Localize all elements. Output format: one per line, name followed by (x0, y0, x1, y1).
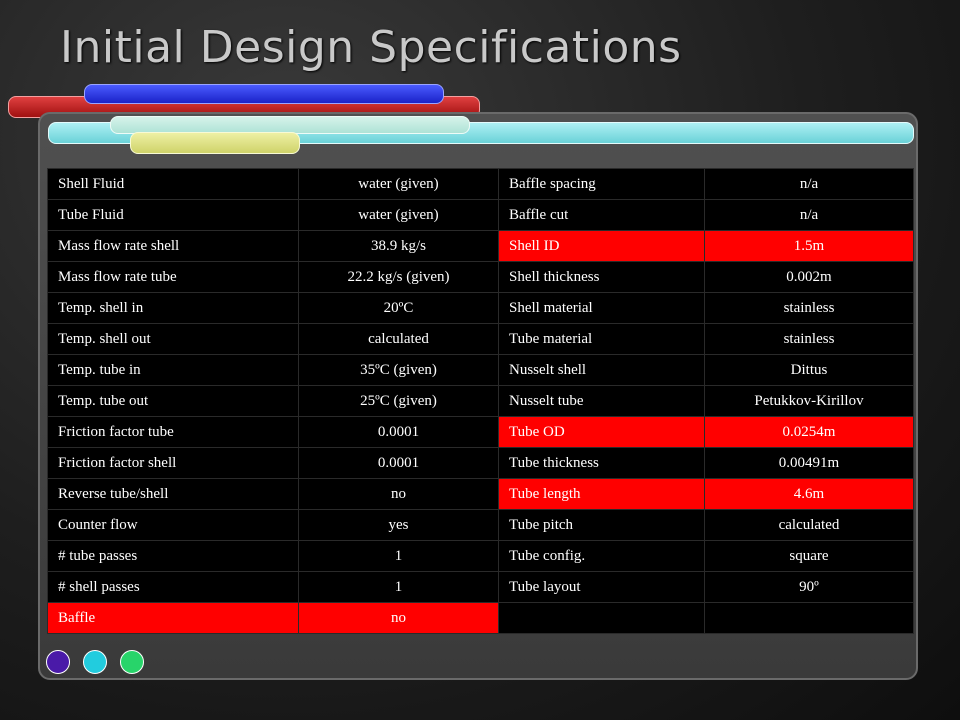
spec-value-cell: 35ºC (given) (298, 354, 499, 386)
spec-value-cell: 22.2 kg/s (given) (298, 261, 499, 293)
table-row: Temp. shell out calculated Tube material st… (47, 323, 914, 355)
spec-parameter-cell: Shell ID (498, 230, 705, 262)
table-row: Temp. tube in 35ºC (given) Nusselt shell Di… (47, 354, 914, 386)
spec-parameter-cell: Temp. shell in (47, 292, 299, 324)
specifications-table-body: Shell Fluid water (given) Baffle spacing n/… (47, 168, 914, 634)
table-row: Counter flow yes Tube pitch calculated (47, 509, 914, 541)
spec-parameter-cell: Mass flow rate shell (47, 230, 299, 262)
spec-value-cell: 0.0001 (298, 416, 499, 448)
spec-value-cell: 1 (298, 571, 499, 603)
cyan-circle-icon (83, 650, 107, 674)
spec-parameter-cell: Shell Fluid (47, 168, 299, 200)
spec-parameter-cell: Baffle cut (498, 199, 705, 231)
spec-value-cell: stainless (704, 292, 914, 324)
spec-parameter-cell: # shell passes (47, 571, 299, 603)
spec-parameter-cell: Shell material (498, 292, 705, 324)
table-row: Mass flow rate tube 22.2 kg/s (given) Shel… (47, 261, 914, 293)
spec-parameter-cell: # tube passes (47, 540, 299, 572)
spec-value-cell: 20ºC (298, 292, 499, 324)
table-row: Reverse tube/shell no Tube length 4.6m (47, 478, 914, 510)
spec-parameter-cell: Temp. tube out (47, 385, 299, 417)
decorative-yellow-bar (130, 132, 300, 154)
spec-parameter-cell: Mass flow rate tube (47, 261, 299, 293)
table-row: Friction factor shell 0.0001 Tube thicknes… (47, 447, 914, 479)
spec-parameter-cell: Nusselt tube (498, 385, 705, 417)
spec-value-cell: 4.6m (704, 478, 914, 510)
table-row: Shell Fluid water (given) Baffle spacing n/… (47, 168, 914, 200)
purple-circle-icon (46, 650, 70, 674)
spec-value-cell: water (given) (298, 168, 499, 200)
spec-value-cell: water (given) (298, 199, 499, 231)
spec-parameter-cell: Baffle (47, 602, 299, 634)
spec-parameter-cell: Temp. tube in (47, 354, 299, 386)
table-row: Temp. tube out 25ºC (given) Nusselt tube Pe… (47, 385, 914, 417)
spec-value-cell: n/a (704, 199, 914, 231)
spec-parameter-cell: Tube material (498, 323, 705, 355)
table-row: Baffle no (47, 602, 914, 634)
spec-parameter-cell: Tube layout (498, 571, 705, 603)
table-row: Temp. shell in 20ºC Shell material stainles… (47, 292, 914, 324)
table-row: # tube passes 1 Tube config. square (47, 540, 914, 572)
spec-parameter-cell: Tube Fluid (47, 199, 299, 231)
spec-value-cell: 0.0254m (704, 416, 914, 448)
spec-value-cell: Petukkov-Kirillov (704, 385, 914, 417)
spec-parameter-cell: Friction factor tube (47, 416, 299, 448)
spec-value-cell: 90º (704, 571, 914, 603)
spec-value-cell: calculated (704, 509, 914, 541)
spec-parameter-cell: Tube pitch (498, 509, 705, 541)
spec-value-cell: no (298, 478, 499, 510)
spec-value-cell: 1.5m (704, 230, 914, 262)
page-title: Initial Design Specifications (60, 22, 682, 73)
spec-parameter-cell: Tube OD (498, 416, 705, 448)
decorative-blue-bar (84, 84, 444, 104)
spec-parameter-cell: Temp. shell out (47, 323, 299, 355)
spec-parameter-cell: Friction factor shell (47, 447, 299, 479)
table-row: Tube Fluid water (given) Baffle cut n/a (47, 199, 914, 231)
spec-parameter-cell: Tube thickness (498, 447, 705, 479)
spec-parameter-cell: Reverse tube/shell (47, 478, 299, 510)
spec-parameter-cell: Baffle spacing (498, 168, 705, 200)
spec-value-cell: no (298, 602, 499, 634)
specifications-table: Shell Fluid water (given) Baffle spacing n/… (47, 168, 914, 634)
table-row: Mass flow rate shell 38.9 kg/s Shell ID 1.5… (47, 230, 914, 262)
spec-parameter-cell: Shell thickness (498, 261, 705, 293)
spec-value-cell: 1 (298, 540, 499, 572)
spec-value-cell: 0.0001 (298, 447, 499, 479)
spec-parameter-cell (498, 602, 705, 634)
spec-parameter-cell: Tube config. (498, 540, 705, 572)
spec-parameter-cell: Nusselt shell (498, 354, 705, 386)
spec-value-cell: yes (298, 509, 499, 541)
spec-parameter-cell: Tube length (498, 478, 705, 510)
green-circle-icon (120, 650, 144, 674)
spec-value-cell: n/a (704, 168, 914, 200)
spec-value-cell: square (704, 540, 914, 572)
spec-value-cell (704, 602, 914, 634)
spec-value-cell: stainless (704, 323, 914, 355)
spec-value-cell: calculated (298, 323, 499, 355)
spec-value-cell: 38.9 kg/s (298, 230, 499, 262)
spec-value-cell: Dittus (704, 354, 914, 386)
table-row: # shell passes 1 Tube layout 90º (47, 571, 914, 603)
spec-value-cell: 25ºC (given) (298, 385, 499, 417)
spec-value-cell: 0.002m (704, 261, 914, 293)
table-row: Friction factor tube 0.0001 Tube OD 0.0254m (47, 416, 914, 448)
spec-value-cell: 0.00491m (704, 447, 914, 479)
spec-parameter-cell: Counter flow (47, 509, 299, 541)
